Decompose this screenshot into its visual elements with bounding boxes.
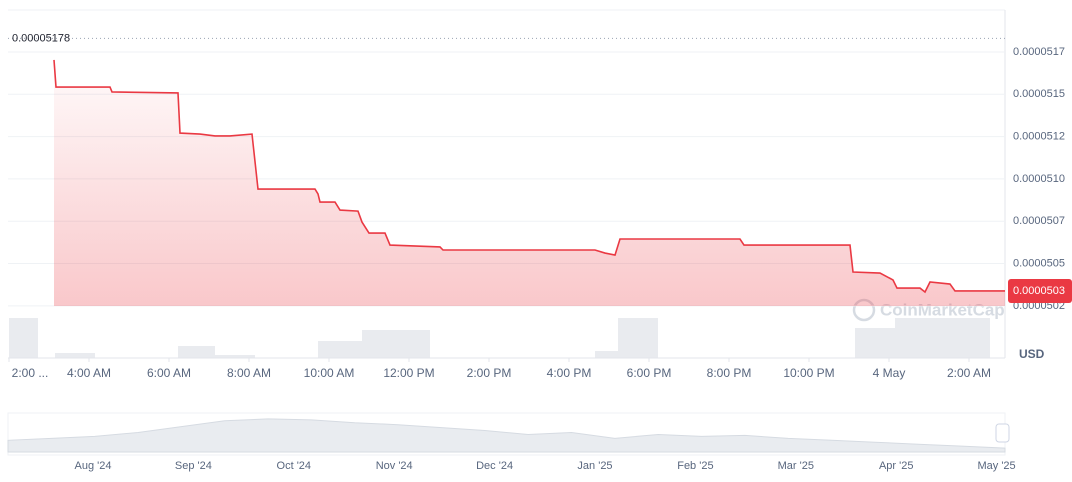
- y-tick-label: 0.0000517: [1013, 46, 1065, 58]
- price-area: [54, 59, 1005, 306]
- navigator-label: Oct '24: [277, 460, 312, 472]
- navigator-label: Aug '24: [75, 460, 112, 472]
- x-tick-label: 4:00 AM: [67, 366, 111, 380]
- x-tick-label: 10:00 PM: [783, 366, 834, 380]
- volume-bar: [362, 330, 430, 358]
- volume-bar: [595, 351, 618, 358]
- volume-bar: [178, 346, 215, 358]
- navigator-label: Nov '24: [376, 460, 413, 472]
- volume-bar: [895, 318, 990, 358]
- current-price-label: 0.0000503: [1013, 285, 1065, 297]
- x-tick-label: 12:00 PM: [383, 366, 434, 380]
- high-label: 0.00005178: [12, 32, 70, 44]
- volume-bar: [618, 318, 658, 358]
- y-tick-label: 0.0000505: [1013, 257, 1065, 269]
- x-tick-label: 6:00 AM: [147, 366, 191, 380]
- current-price-badge: [1008, 278, 1072, 303]
- y-tick-label: 0.0000507: [1013, 215, 1065, 227]
- price-line: [53, 59, 1005, 294]
- y-tick-label: 0.0000515: [1013, 88, 1065, 100]
- y-axis-unit: USD: [1019, 347, 1045, 361]
- navigator-label: Sep '24: [175, 460, 212, 472]
- volume-bar: [55, 353, 95, 358]
- navigator-handle: [995, 423, 1010, 443]
- navigator-label: Jan '25: [577, 460, 612, 472]
- x-tick-label: 6:00 PM: [627, 366, 672, 380]
- navigator-area: [7, 418, 1006, 453]
- navigator-label: Dec '24: [476, 460, 513, 472]
- x-tick-label: 8:00 PM: [707, 366, 752, 380]
- x-tick-label: 2:00 AM: [947, 366, 991, 380]
- x-tick-label: 4 May: [873, 366, 906, 380]
- volume-bar: [215, 355, 255, 358]
- navigator-label: May '25: [978, 460, 1016, 472]
- navigator-label: Apr '25: [879, 460, 914, 472]
- x-tick-label: 10:00 AM: [304, 366, 355, 380]
- navigator-label: Feb '25: [677, 460, 713, 472]
- x-tick-label: 2:00 ...: [12, 366, 49, 380]
- navigator-label: Mar '25: [778, 460, 814, 472]
- volume-bar: [318, 341, 362, 358]
- volume-bar: [9, 318, 38, 358]
- y-tick-label: 0.0000510: [1013, 173, 1065, 185]
- x-tick-label: 4:00 PM: [547, 366, 592, 380]
- y-tick-label: 0.0000512: [1013, 131, 1065, 143]
- volume-bar: [855, 328, 895, 358]
- x-tick-label: 2:00 PM: [467, 366, 512, 380]
- x-tick-label: 8:00 AM: [227, 366, 271, 380]
